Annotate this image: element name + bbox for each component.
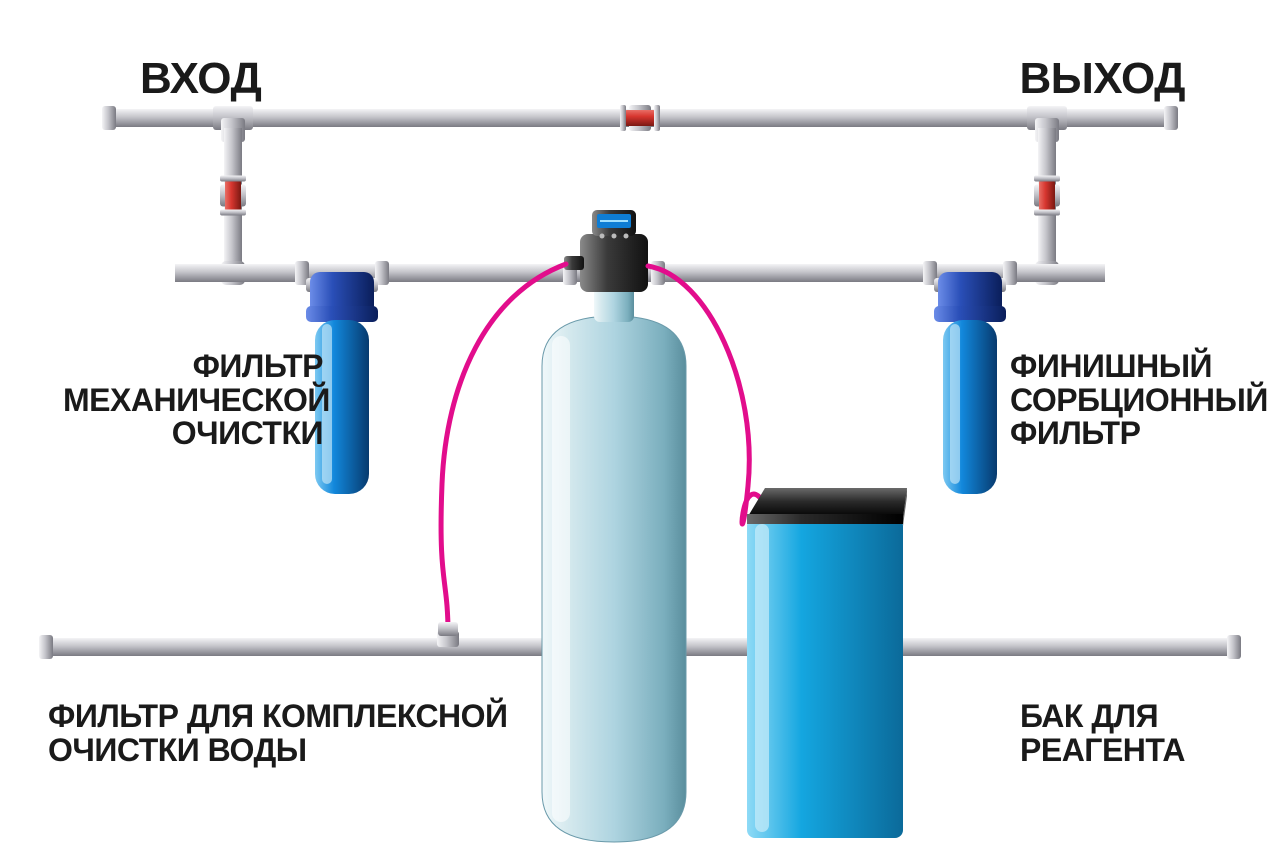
label-outlet: ВЫХОД	[1019, 56, 1185, 102]
label-inlet: ВХОД	[140, 56, 261, 102]
pipe-coupling	[438, 622, 458, 636]
pipe-coupling	[1164, 106, 1178, 130]
ball-valve	[620, 105, 660, 131]
pipe-coupling	[1227, 635, 1241, 659]
reagent-tank	[747, 488, 907, 838]
softener-tank	[542, 286, 686, 842]
label-reagent-tank: БАК ДЛЯ РЕАГЕНТА	[1020, 700, 1185, 767]
cartridge-filter	[934, 272, 1006, 494]
pipe-coupling	[39, 635, 53, 659]
pipe-coupling	[102, 106, 116, 130]
label-mech-filter: ФИЛЬТР МЕХАНИЧЕСКОЙ ОЧИСТКИ	[63, 350, 323, 451]
label-complex-filter: ФИЛЬТР ДЛЯ КОМПЛЕКСНОЙ ОЧИСТКИ ВОДЫ	[48, 700, 508, 767]
ball-valve	[220, 176, 246, 216]
label-sorption-filter: ФИНИШНЫЙ СОРБЦИОННЫЙ ФИЛЬТР	[1010, 350, 1268, 451]
ball-valve	[1034, 176, 1060, 216]
